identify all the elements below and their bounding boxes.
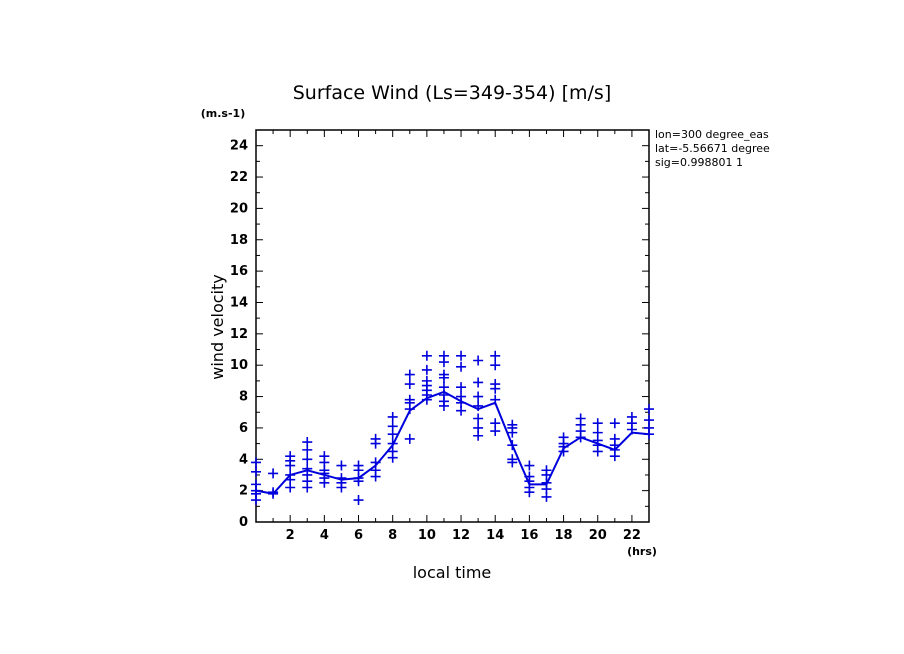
chart-title: Surface Wind (Ls=349-354) [m/s] [293,82,612,104]
data-point [353,495,364,506]
data-point [609,418,620,429]
data-point [438,372,449,383]
data-point [490,426,501,437]
data-point [456,361,467,372]
y-tick-label: 14 [230,295,248,310]
x-axis-title: local time [413,563,492,582]
data-point [387,452,398,463]
data-point [558,446,569,457]
x-tick-label: 12 [452,528,470,543]
y-tick-label: 2 [239,484,248,499]
data-point [302,454,313,465]
data-point [353,476,364,487]
y-tick-label: 16 [230,264,248,279]
y-unit-label: (m.s-1) [201,107,245,120]
y-tick-label: 4 [239,452,248,467]
data-point [524,487,535,498]
data-point [268,468,279,479]
data-point [302,444,313,455]
data-point [473,391,484,402]
data-point [490,383,501,394]
data-point [438,400,449,411]
info-clip [780,125,820,175]
data-point [592,446,603,457]
data-point [421,364,432,375]
data-point [319,477,330,488]
data-point [421,394,432,405]
data-point [387,429,398,440]
x-unit-label: (hrs) [627,545,657,558]
data-point [473,355,484,366]
data-point [473,400,484,411]
data-point [404,433,415,444]
data-point [302,482,313,493]
data-point [541,491,552,502]
data-point [507,440,518,451]
data-point [609,451,620,462]
data-point [644,404,654,415]
data-point [456,405,467,416]
data-point [370,438,381,449]
x-tick-label: 4 [320,528,329,543]
y-tick-label: 20 [230,201,248,216]
data-point [644,429,654,440]
info-sig: sig=0.998801 1 [655,156,743,169]
y-tick-label: 24 [230,139,248,154]
data-point [268,488,279,499]
data-point [251,495,261,506]
data-point [438,357,449,368]
data-point [387,411,398,422]
y-tick-label: 10 [230,358,248,373]
data-point [490,360,501,371]
data-point [507,427,518,438]
x-tick-label: 10 [418,528,436,543]
y-axis-title: wind velocity [208,274,227,379]
data-point [473,430,484,441]
data-point [370,471,381,482]
y-tick-label: 12 [230,327,248,342]
data-point [490,394,501,405]
x-tick-label: 20 [589,528,607,543]
data-point [473,377,484,388]
plot-frame [255,129,650,523]
y-tick-label: 6 [239,421,248,436]
x-tick-label: 8 [388,528,397,543]
data-point [404,379,415,390]
y-tick-label: 0 [239,515,248,530]
data-point [336,460,347,471]
data-point [626,424,637,435]
mean-line [255,390,650,495]
x-tick-label: 16 [520,528,538,543]
y-tick-label: 22 [230,170,248,185]
x-tick-label: 22 [623,528,641,543]
info-lon: lon=300 degree_eas [655,128,769,141]
data-point [421,350,432,361]
x-tick-label: 14 [486,528,504,543]
data-point [575,432,586,443]
data-point [404,404,415,415]
y-tick-label: 18 [230,233,248,248]
data-point [251,466,261,477]
data-point [336,482,347,493]
marks-group [251,350,654,506]
data-point [251,457,261,468]
data-point [285,460,296,471]
info-lat: lat=-5.56671 degree [655,142,770,155]
x-tick-label: 6 [354,528,363,543]
data-point [285,482,296,493]
x-tick-label: 18 [555,528,573,543]
data-point [473,413,484,424]
data-point [507,457,518,468]
y-tick-label: 8 [239,390,248,405]
data-point [490,350,501,361]
data-point [404,369,415,380]
data-point [592,418,603,429]
x-tick-label: 2 [286,528,295,543]
data-point [456,350,467,361]
data-point [524,460,535,471]
data-point [456,382,467,393]
